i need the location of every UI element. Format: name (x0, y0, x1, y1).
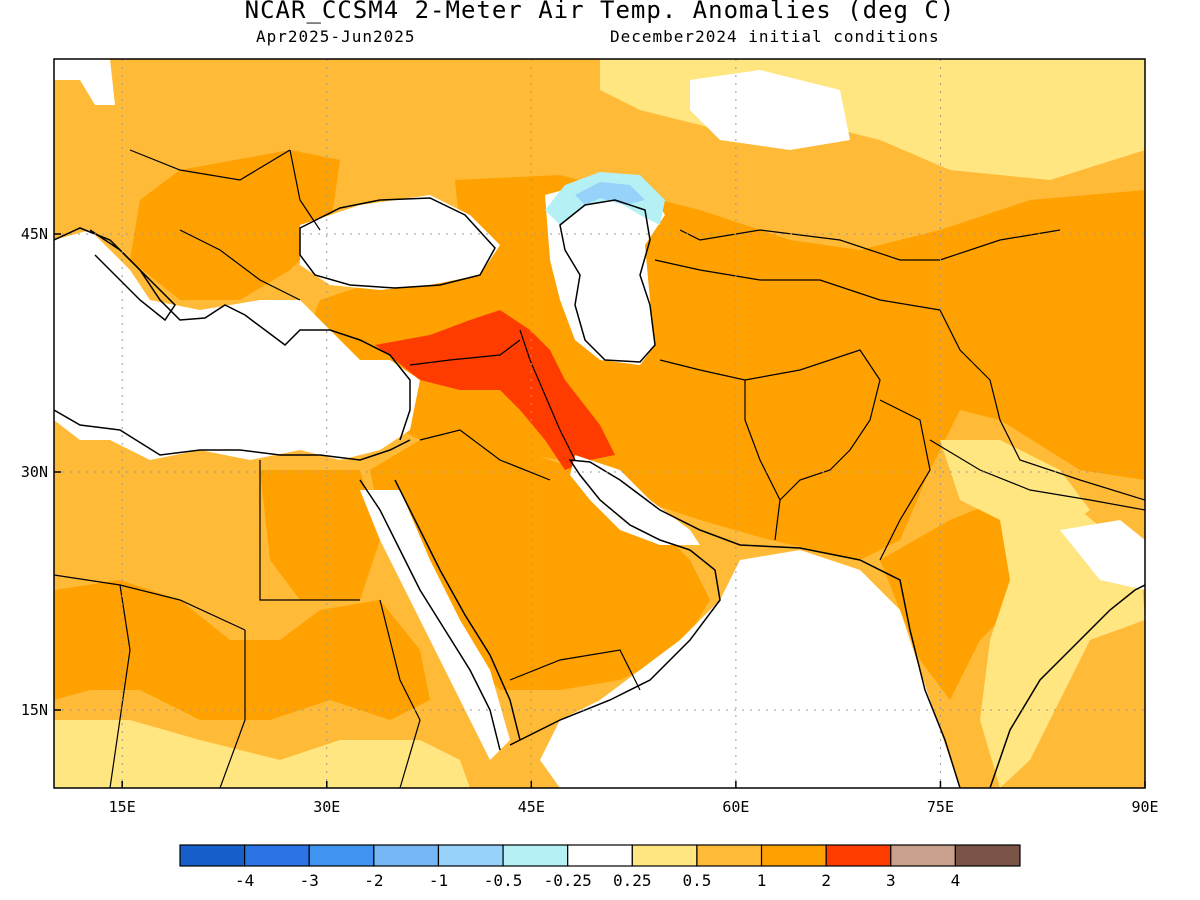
border-europe-central (129, 149, 291, 181)
border-turkey-syria (409, 339, 521, 366)
colorbar-swatch (308, 844, 375, 867)
colorbar-label: -1 (429, 871, 448, 890)
colorbar-label: 2 (821, 871, 831, 890)
lon-tick-label: 45E (518, 798, 545, 816)
coastline-arabia-south (509, 549, 721, 746)
neutral-region-red-sea (360, 490, 510, 760)
lon-tick-label: 30E (313, 798, 340, 816)
colorbar-label: 0.25 (613, 871, 652, 890)
neutral-region-persian-gulf (570, 455, 700, 545)
neutral-region-black-sea (300, 195, 500, 290)
cool-region-north-caspian-core (575, 182, 645, 205)
coastline-india-west (859, 559, 961, 788)
anomaly-region-1-africa (54, 580, 430, 720)
lon-tick-label: 90E (1131, 798, 1158, 816)
border-kazakhstan-south (654, 259, 941, 311)
colorbar-swatch (179, 844, 246, 867)
border-europe-russia (289, 149, 321, 231)
map-title: NCAR_CCSM4 2-Meter Air Temp. Anomalies (… (244, 0, 956, 24)
colorbar-label: -0.25 (544, 871, 592, 890)
colorbar-swatch (631, 844, 698, 867)
colorbar-swatch (825, 844, 892, 867)
graticule (54, 59, 1145, 788)
anomaly-region-1-india (880, 500, 1030, 700)
colorbar-swatch (502, 844, 569, 867)
colorbar-label: 1 (757, 871, 767, 890)
country-borders (54, 149, 1145, 788)
colorbar-swatch (954, 844, 1021, 867)
anomaly-region-1-east-europe (130, 150, 340, 300)
border-saudi-yemen-oman (509, 649, 641, 691)
lat-tick-label: 15N (21, 701, 48, 719)
coastline-red-sea-west (359, 479, 501, 751)
border-egypt-sudan-libya (259, 460, 360, 601)
colorbar-label: 3 (886, 871, 896, 890)
axes: 15E 30E 45E 60E 75E 90E 15N 30N 45N (21, 225, 1159, 816)
lon-tick-label: 15E (109, 798, 136, 816)
colorbar-swatch (760, 844, 827, 867)
map-frame (53, 58, 1146, 789)
colorbar-label: -0.5 (484, 871, 523, 890)
border-sudan-chad (219, 630, 246, 788)
anomaly-region-0-25-tarim (940, 440, 1090, 540)
border-kazakhstan-east (679, 229, 1061, 261)
lon-tick-label: 75E (927, 798, 954, 816)
initial-conditions: December2024 initial conditions (610, 27, 940, 46)
colorbar-swatch (890, 844, 956, 867)
neutral-region-mediterranean (54, 230, 420, 460)
coastline-india-east (989, 584, 1145, 788)
border-sudan-ethiopia (379, 599, 421, 788)
forecast-period: Apr2025-Jun2025 (256, 27, 416, 46)
anomaly-region-1-north-africa (260, 470, 380, 600)
anomaly-field (54, 59, 1145, 788)
colorbar-swatch (373, 844, 440, 867)
border-libya-chad (54, 574, 246, 631)
colorbar-swatch (696, 844, 763, 867)
neutral-region-north-europe (54, 59, 115, 105)
neutral-region-caspian (545, 180, 665, 365)
lat-tick-label: 45N (21, 225, 48, 243)
border-chad-niger (109, 584, 131, 788)
border-pakistan-india (879, 399, 931, 561)
colorbar-label: -3 (300, 871, 319, 890)
neutral-region-arabian-sea (540, 550, 960, 788)
border-afghanistan-pakistan (744, 349, 881, 501)
coastlines (54, 197, 1145, 788)
colorbar-label: -4 (235, 871, 254, 890)
coastline-italy (89, 229, 176, 322)
anomaly-region-1-central-asia (300, 175, 1145, 560)
anomaly-region-2-mesopotamia (375, 310, 615, 470)
colorbar-swatch (567, 844, 633, 867)
colorbar-swatch (437, 844, 504, 867)
coastline-north-africa (54, 409, 411, 461)
colorbar-label: -2 (364, 871, 383, 890)
lat-tick-label: 30N (21, 463, 48, 481)
border-iraq-iran (519, 329, 576, 461)
neutral-region-kazakhstan (690, 70, 850, 150)
coastline-caspian (559, 199, 656, 363)
lon-tick-label: 60E (722, 798, 749, 816)
coastline-black-sea (299, 197, 496, 289)
border-india-north (929, 439, 1145, 511)
coastline-red-sea-east (394, 479, 521, 741)
border-balkans (179, 229, 301, 301)
border-saudi-north (419, 429, 551, 481)
colorbar-label: 4 (951, 871, 961, 890)
colorbar: -4 -3 -2 -1 -0.5 -0.25 0.25 0.5 1 2 3 4 (179, 844, 1021, 890)
anomaly-region-0-25-east-africa (54, 720, 470, 788)
colorbar-swatch (244, 844, 310, 867)
coastline-persian-gulf (568, 459, 861, 561)
colorbar-label: 0.5 (682, 871, 711, 890)
neutral-region-bay-of-bengal (1060, 520, 1145, 590)
border-china-west (939, 309, 1145, 501)
